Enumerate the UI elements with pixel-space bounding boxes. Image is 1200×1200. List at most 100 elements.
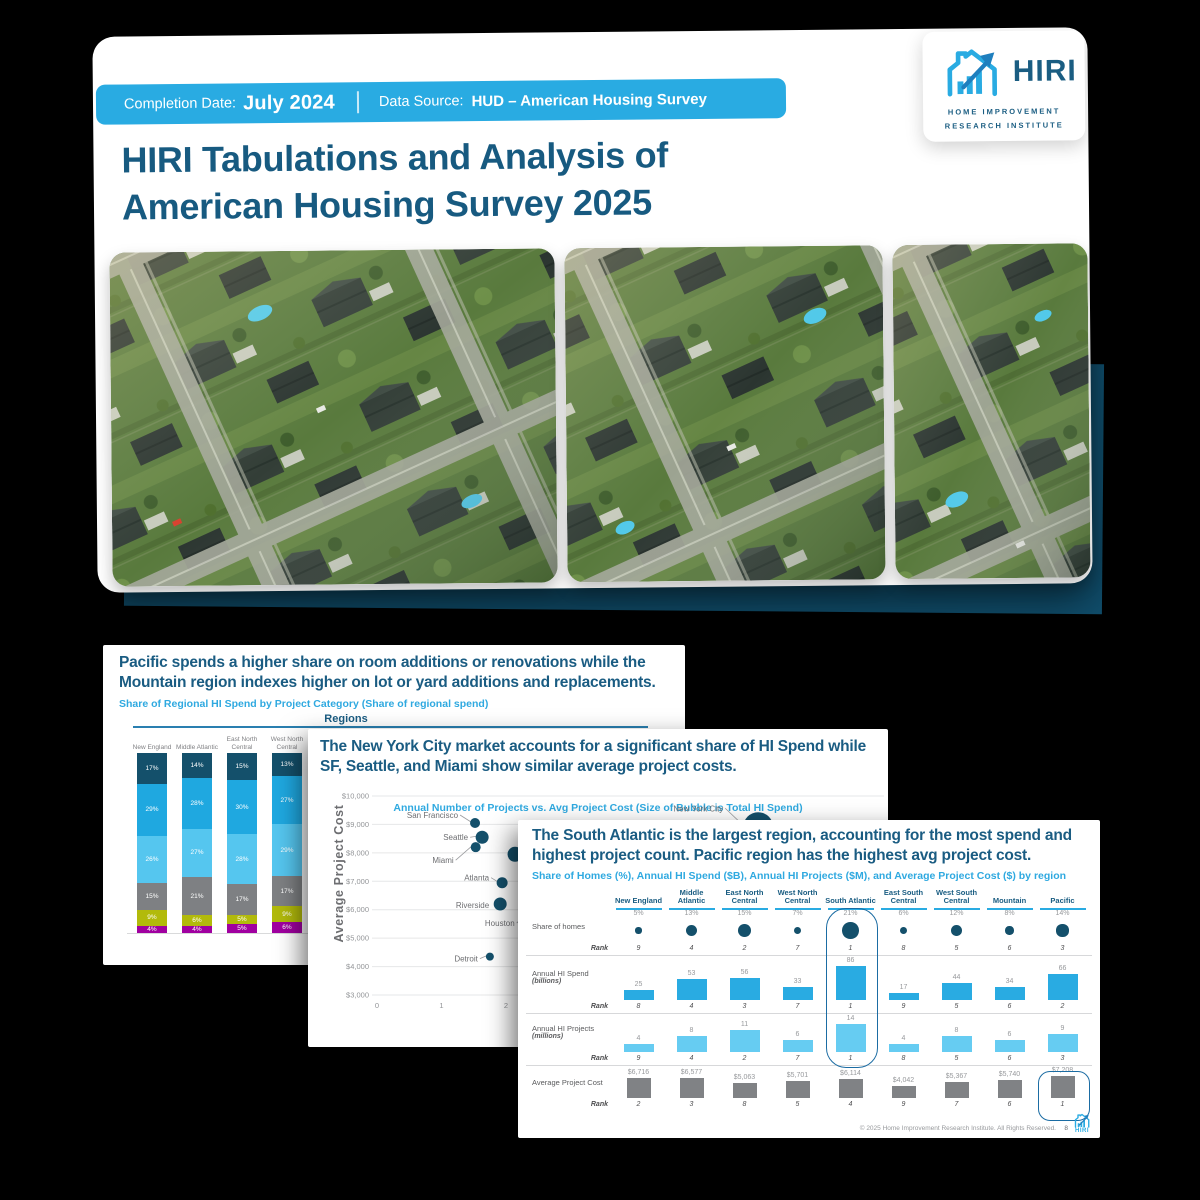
table-cell: 4: [877, 1014, 930, 1052]
bar-segment: 17%: [272, 875, 302, 907]
table-cell: $5,367: [930, 1066, 983, 1098]
table-cell: 56: [718, 956, 771, 1000]
bar-segment: 26%: [137, 835, 167, 883]
column-header: West North Central: [771, 888, 824, 910]
metric-bar: [1047, 1034, 1078, 1052]
data-bubble: [485, 952, 494, 961]
row-label-text: Annual HI Spend: [532, 969, 589, 979]
table-cell: 21%: [824, 910, 877, 942]
rank-row: Rank 9 4 2 7 1 8 5 6 3: [524, 1052, 1094, 1065]
table-cell: 7%: [771, 910, 824, 942]
city-label: Atlanta: [464, 874, 489, 883]
row-label-text: Share of homes: [532, 921, 585, 931]
bar-segment: 9%: [272, 906, 302, 923]
metric-bar: [623, 990, 654, 1000]
metric-bar: [944, 1081, 969, 1098]
footer-hiri-logo: HIRI: [1070, 1112, 1094, 1134]
rank-value: 2: [636, 1101, 641, 1108]
bar-segment: 27%: [272, 776, 302, 825]
rank-value: 4: [689, 1003, 694, 1010]
bar-segment: 29%: [272, 824, 302, 876]
bar-segment: 30%: [227, 780, 257, 834]
column-header-text: West South Central: [935, 887, 978, 906]
rank-value: 1: [1060, 1101, 1065, 1108]
bubble-wrap: [635, 919, 642, 942]
column-header: East South Central: [877, 888, 930, 910]
regions-underline: [133, 726, 648, 728]
hiri-logo-card: HIRI HOME IMPROVEMENT RESEARCH INSTITUTE: [922, 30, 1086, 142]
metric-bar: [888, 993, 919, 1000]
column-header: South Atlantic: [824, 888, 877, 910]
bubble-wrap: [1005, 919, 1014, 942]
table-cell: $5,740: [983, 1066, 1036, 1098]
cell-value: $5,063: [733, 1073, 756, 1081]
cell-value: $4,042: [892, 1076, 915, 1084]
hero-slide: Completion Date: July 2024 Data Source: …: [92, 27, 1105, 615]
row-sublabel-text: (millions): [532, 1033, 564, 1041]
table-row: Average Project Cost $6,716 $6,577 $5,063 $5…: [524, 1066, 1094, 1098]
share-bubble: [738, 924, 751, 937]
table-cell: 6: [771, 1014, 824, 1052]
completion-date-value: July 2024: [242, 90, 336, 114]
metric-bar: [623, 1044, 654, 1052]
rank-value: 2: [742, 1055, 747, 1062]
cell-value: 4: [636, 1035, 641, 1042]
table-cell: 8: [930, 1014, 983, 1052]
metric-bar: [941, 982, 972, 1000]
cell-value: 13%: [684, 910, 699, 917]
label-callout-line: [455, 845, 472, 861]
column-header: East North Central: [718, 888, 771, 910]
rank-value: 5: [954, 1055, 959, 1062]
bar-segment: 28%: [182, 778, 212, 829]
slide-title: The South Atlantic is the largest region…: [532, 827, 1072, 865]
slide-subtitle: Share of Homes (%), Annual HI Spend ($B)…: [532, 870, 1067, 882]
cell-value: $5,367: [945, 1072, 968, 1080]
rank-value: 3: [1060, 945, 1065, 952]
cell-value: $6,577: [680, 1068, 703, 1076]
hero-card: Completion Date: July 2024 Data Source: …: [92, 27, 1093, 593]
cell-value: 17: [899, 984, 908, 992]
cell-value: 14: [846, 1015, 855, 1022]
rank-label: Rank: [590, 1101, 608, 1108]
cell-value: 7%: [792, 910, 803, 917]
rank-value: 3: [742, 1003, 747, 1010]
rank-value: 3: [1060, 1055, 1065, 1062]
row-label-text: Average Project Cost: [532, 1077, 603, 1087]
regional-stacked-bar: New England 17% 29% 26% 15% 9% 4% Middle Atlant…: [103, 645, 685, 965]
metric-bar: [835, 966, 866, 1000]
table-cell: 8%: [983, 910, 1036, 942]
bar-segment: 6%: [182, 915, 212, 926]
hiri-wordmark: HIRI: [1012, 54, 1077, 88]
rank-value: 6: [1007, 1003, 1012, 1010]
rank-value: 7: [795, 1055, 800, 1062]
y-tick-label: $8,000: [346, 848, 369, 857]
page-number: 8: [1064, 1125, 1068, 1132]
table-cell: $5,063: [718, 1066, 771, 1098]
column-header-text: Mountain: [992, 896, 1027, 906]
slide-title: Pacific spends a higher share on room ad…: [119, 654, 656, 692]
column-header-underline: [615, 908, 662, 910]
table-header-row: New England Middle Atlantic East North Cen…: [524, 888, 1094, 910]
bubble-wrap: [842, 919, 859, 942]
x-tick-label: 1: [439, 1001, 443, 1010]
rank-value: 7: [795, 945, 800, 952]
rank-row: Rank 2 3 8 5 4 9 7 6 1: [524, 1098, 1094, 1111]
hiri-house-icon: [940, 43, 1003, 98]
page-title-line1: HIRI Tabulations and Analysis of: [121, 134, 669, 181]
metric-bar: [729, 977, 760, 1000]
column-header-underline: [1039, 908, 1086, 910]
bar-segment: 15%: [227, 753, 257, 780]
metric-bar: [782, 1040, 813, 1052]
cell-value: 15%: [737, 910, 752, 917]
share-bubble: [900, 927, 907, 934]
page-title: HIRI Tabulations and Analysis of America…: [121, 129, 902, 230]
bar-segment: 5%: [227, 924, 257, 933]
column-header: Middle Atlantic: [665, 888, 718, 910]
cell-value: 25: [634, 981, 643, 989]
region-metrics-table: New England Middle Atlantic East North Cen…: [524, 888, 1094, 1134]
city-label: Houston: [485, 919, 515, 928]
share-bubble: [842, 922, 859, 939]
cell-value: 6%: [898, 910, 909, 917]
cell-value: 4: [901, 1035, 906, 1042]
hiri-tagline-line2: RESEARCH INSTITUTE: [944, 120, 1064, 131]
